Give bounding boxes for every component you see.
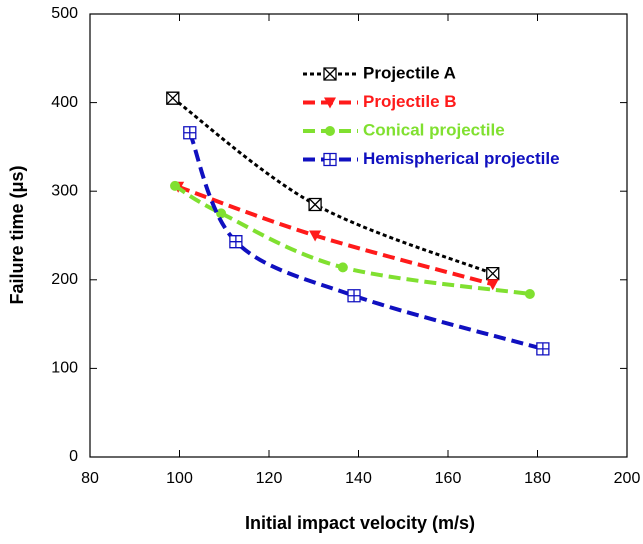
plot-frame [89, 13, 628, 458]
x-axis-label: Initial impact velocity (m/s) [245, 513, 475, 533]
y-tick-label: 400 [51, 94, 78, 111]
x-tick-label: 100 [166, 470, 193, 487]
y-tick-label: 200 [51, 271, 78, 288]
legend-marker [324, 97, 336, 109]
marker [229, 235, 243, 249]
legend-label: Conical projectile [363, 120, 505, 139]
legend-marker [323, 152, 337, 167]
series-line [177, 184, 494, 287]
marker [183, 126, 197, 140]
marker [337, 262, 348, 273]
y-tick-label: 100 [51, 360, 78, 377]
marker [308, 197, 322, 212]
x-tick-label: 160 [435, 470, 462, 487]
marker [309, 230, 322, 242]
marker [170, 180, 181, 191]
marker [347, 289, 361, 303]
x-tick-label: 120 [256, 470, 283, 487]
y-tick-label: 0 [69, 448, 78, 465]
series-line [173, 184, 531, 296]
y-tick-label: 300 [51, 182, 78, 199]
legend-label: Projectile B [363, 92, 457, 111]
x-tick-label: 140 [345, 470, 372, 487]
marker [486, 279, 499, 291]
y-tick-label: 500 [51, 5, 78, 22]
series-line [187, 131, 544, 351]
marker [216, 208, 227, 219]
marker [524, 288, 535, 299]
legend-marker [325, 126, 335, 136]
marker [536, 342, 550, 356]
y-axis-label: Failure time (μs) [7, 165, 27, 304]
legend-label: Hemispherical projectile [363, 149, 560, 168]
x-tick-label: 200 [614, 470, 641, 487]
legend-marker [323, 67, 337, 81]
marker [486, 266, 500, 281]
x-tick-label: 80 [81, 470, 99, 487]
x-tick-label: 180 [524, 470, 551, 487]
marker [166, 91, 180, 105]
legend-label: Projectile A [363, 63, 456, 82]
